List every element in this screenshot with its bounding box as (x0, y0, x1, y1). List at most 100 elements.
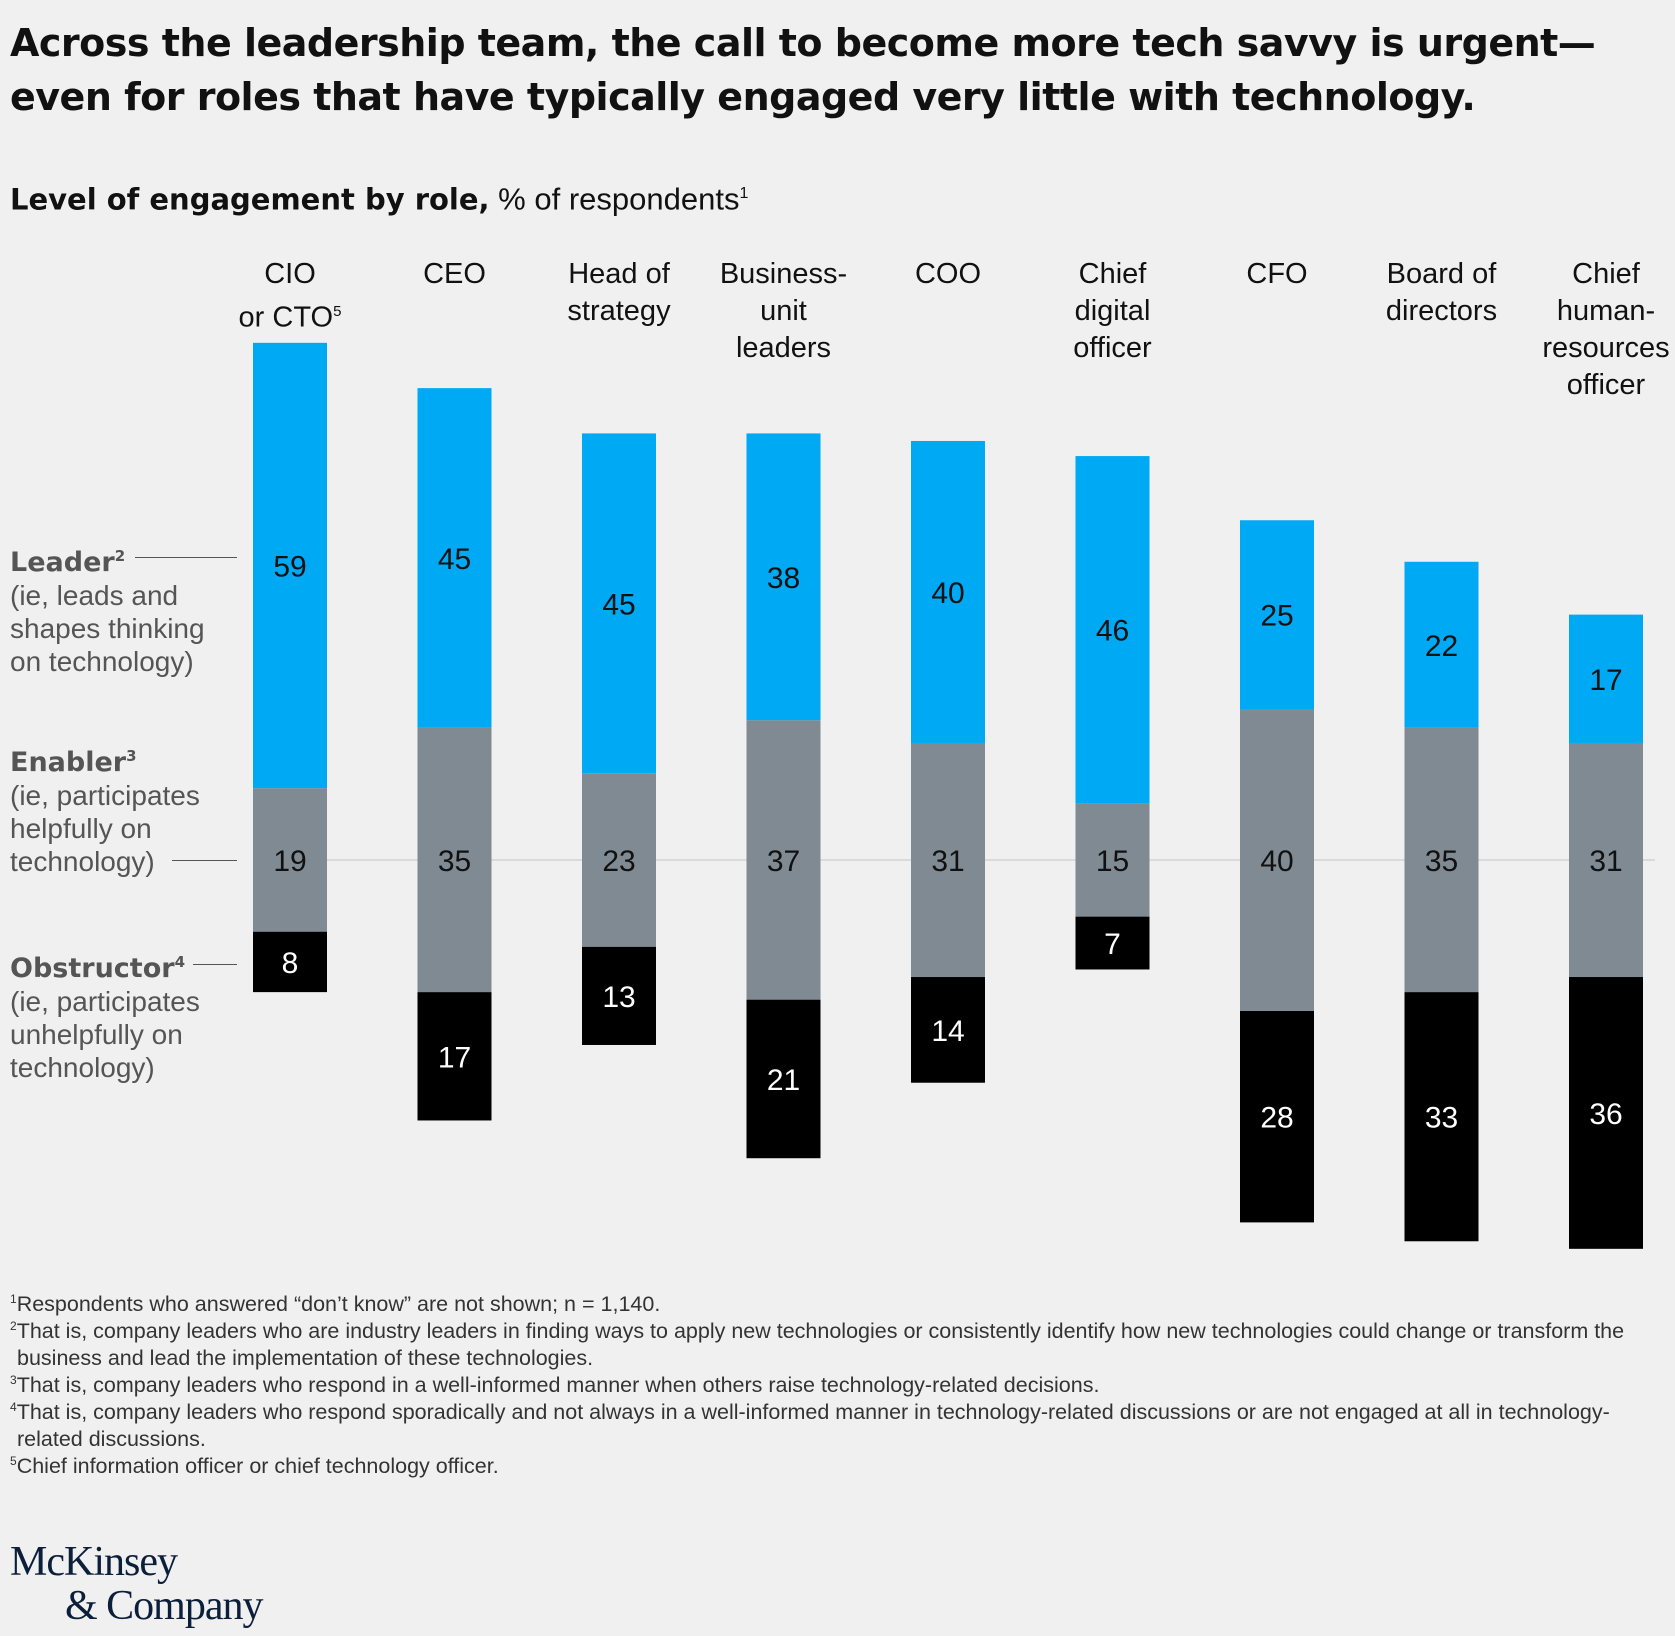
category-label-3: Business-unit leaders (719, 258, 848, 364)
value-label-obstructor-2: 13 (602, 981, 635, 1014)
footnote-3-text: That is, company leaders who respond in … (16, 1373, 1100, 1397)
footnote-5: 5Chief information officer or chief tech… (10, 1453, 1650, 1480)
bar-leader-1 (417, 388, 492, 728)
value-label-obstructor-5: 7 (1104, 928, 1121, 961)
value-label-enabler-6: 40 (1260, 845, 1293, 878)
bar-leader-4 (911, 440, 985, 743)
category-label-4: COO (914, 258, 982, 290)
footnote-5-text: Chief information officer or chief techn… (16, 1454, 499, 1478)
bar-obstructor-3 (746, 999, 821, 1159)
logo-line-2: & Company (65, 1583, 263, 1629)
value-label-obstructor-8: 36 (1589, 1098, 1622, 1131)
bar-enabler-1 (417, 727, 492, 993)
bar-obstructor-2 (582, 946, 656, 1045)
value-label-obstructor-0: 8 (282, 947, 299, 980)
footnote-2-sup: 2 (10, 1318, 17, 1333)
category-label-6: CFO (1246, 258, 1308, 290)
category-label-1: CEO (423, 258, 486, 290)
footnote-1-sup: 1 (10, 1291, 17, 1306)
value-label-leader-2: 45 (602, 588, 635, 621)
category-label-5: Chief digital officer (1073, 258, 1152, 364)
value-label-leader-1: 45 (438, 543, 471, 576)
legend-leader-name: Leader (10, 547, 115, 578)
bar-enabler-3 (746, 720, 821, 1000)
legend-obstructor-name: Obstructor (10, 953, 175, 984)
bar-obstructor-5 (1075, 916, 1150, 970)
value-label-enabler-7: 35 (1425, 845, 1458, 878)
legend-obstructor-desc: (ie, participates unhelpfully on technol… (10, 986, 200, 1083)
bar-enabler-6 (1240, 709, 1314, 1011)
bar-leader-5 (1075, 456, 1150, 804)
value-label-leader-3: 38 (767, 562, 800, 595)
bar-leader-3 (746, 433, 821, 721)
legend-enabler-desc: (ie, participates helpfully on technolog… (10, 780, 200, 877)
category-label-0: CIO or CTO5 (238, 258, 342, 334)
bar-enabler-0 (253, 788, 327, 932)
footnote-3-sup: 3 (10, 1372, 17, 1387)
legend-obstructor-sup: 4 (174, 953, 186, 971)
legend-obstructor: Obstructor4 (ie, participates unhelpfull… (10, 946, 240, 1084)
value-label-obstructor-6: 28 (1260, 1102, 1293, 1135)
logo-line-1: McKinsey (10, 1539, 178, 1585)
footnote-1-text: Respondents who answered “don’t know” ar… (16, 1292, 661, 1316)
value-label-enabler-4: 31 (931, 845, 964, 878)
legend-leader-connector (135, 557, 237, 558)
value-label-leader-7: 22 (1425, 630, 1458, 663)
bar-leader-2 (582, 433, 656, 774)
value-label-leader-6: 25 (1260, 600, 1293, 633)
value-label-enabler-2: 23 (602, 845, 635, 878)
footnote-5-sup: 5 (10, 1453, 17, 1468)
category-label-2: Head of strategy (567, 258, 671, 327)
legend-obstructor-connector (193, 964, 237, 965)
bar-enabler-2 (582, 773, 656, 947)
legend-enabler-name: Enabler (10, 747, 127, 778)
subtitle-bold: Level of engagement by role, (10, 182, 490, 217)
legend-enabler: Enabler3 (ie, participates helpfully on … (10, 740, 240, 878)
bar-obstructor-7 (1404, 992, 1479, 1242)
bar-enabler-7 (1404, 727, 1479, 993)
bar-leader-0 (253, 342, 327, 789)
chart-subtitle: Level of engagement by role, % of respon… (10, 172, 748, 221)
bar-enabler-4 (911, 742, 985, 978)
stacked-bar-chart: 59 19 8 45 35 17 45 23 13 38 37 21 40 31 14 46 15 7 25 40 28… (253, 342, 1655, 1249)
bar-enabler-5 (1075, 803, 1150, 917)
legend-leader-sup: 2 (114, 547, 126, 565)
footnote-4-sup: 4 (10, 1399, 17, 1414)
bar-obstructor-6 (1240, 1011, 1314, 1223)
value-label-enabler-5: 15 (1096, 845, 1129, 878)
footnote-1: 1Respondents who answered “don’t know” a… (10, 1291, 1650, 1318)
bar-leader-8 (1569, 614, 1643, 743)
legend-enabler-connector (172, 860, 237, 861)
bar-enabler-8 (1569, 742, 1643, 978)
footnote-2-text: That is, company leaders who are industr… (16, 1319, 1625, 1370)
value-label-enabler-1: 35 (438, 845, 471, 878)
value-label-obstructor-4: 14 (931, 1015, 964, 1048)
legend-leader: Leader2 (ie, leads and shapes thinking o… (10, 540, 240, 678)
mckinsey-logo: McKinsey & Company (10, 1540, 263, 1628)
value-label-leader-0: 59 (273, 551, 306, 584)
value-label-obstructor-1: 17 (438, 1041, 471, 1074)
footnotes: 1Respondents who answered “don’t know” a… (10, 1291, 1650, 1480)
footnote-4-text: That is, company leaders who respond spo… (16, 1400, 1610, 1451)
value-label-leader-5: 46 (1096, 615, 1129, 648)
value-label-leader-8: 17 (1589, 664, 1622, 697)
bar-leader-6 (1240, 520, 1314, 709)
value-label-leader-4: 40 (931, 577, 964, 610)
subtitle-footnote-ref: 1 (739, 185, 749, 202)
value-label-obstructor-7: 33 (1425, 1102, 1458, 1135)
subtitle-unit: % of respondents (489, 181, 740, 217)
bar-obstructor-4 (911, 977, 985, 1083)
category-label-7: Board of directors (1385, 258, 1498, 327)
legend-leader-desc: (ie, leads and shapes thinking on techno… (10, 580, 205, 677)
bar-obstructor-0 (253, 931, 327, 993)
legend-enabler-sup: 3 (126, 747, 137, 765)
bar-obstructor-8 (1569, 977, 1643, 1249)
footnote-3: 3That is, company leaders who respond in… (10, 1372, 1650, 1399)
value-label-enabler-3: 37 (767, 845, 800, 878)
footnote-2: 2That is, company leaders who are indust… (10, 1318, 1650, 1372)
footnote-4: 4That is, company leaders who respond sp… (10, 1399, 1650, 1453)
chart-title: Across the leadership team, the call to … (10, 21, 1596, 119)
bar-leader-7 (1404, 561, 1479, 728)
value-label-enabler-0: 19 (273, 845, 306, 878)
bar-obstructor-1 (417, 992, 492, 1121)
